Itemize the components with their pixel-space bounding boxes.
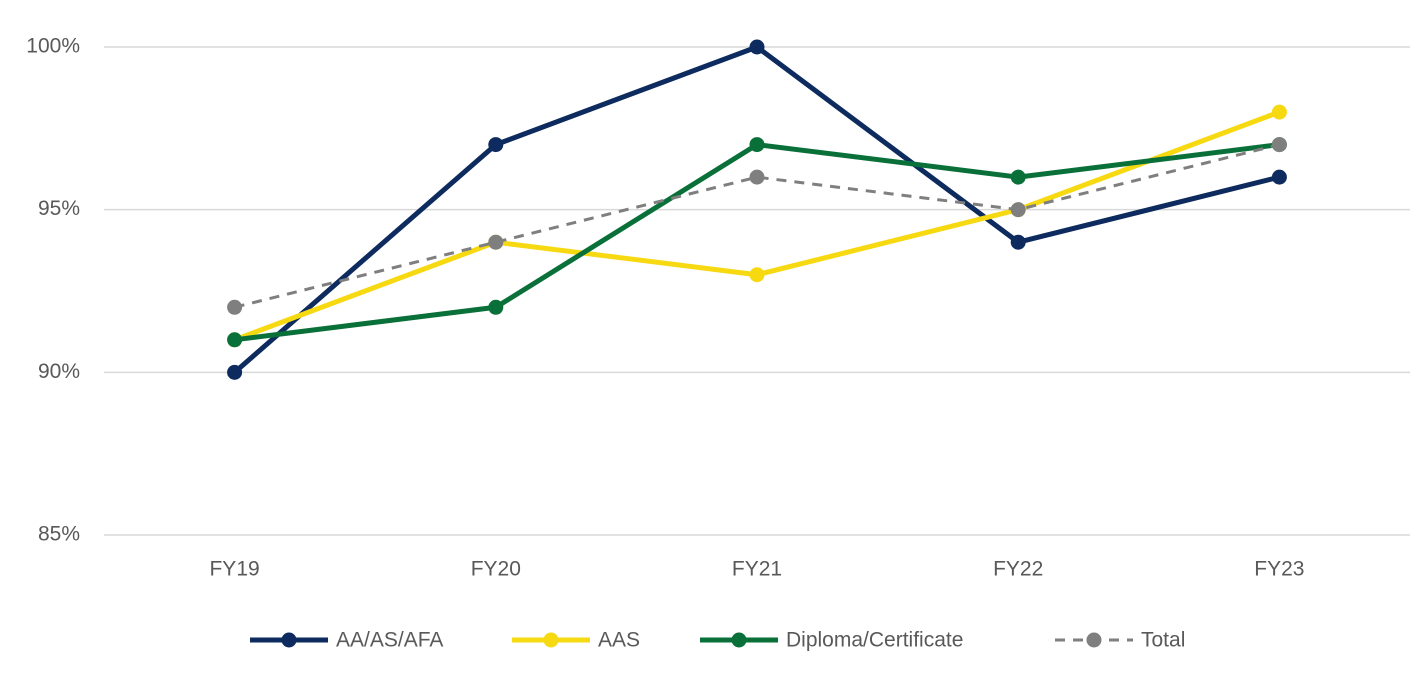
y-tick-label: 95%: [38, 197, 80, 220]
point: [1010, 234, 1026, 250]
x-tick-label: FY20: [471, 558, 521, 581]
x-tick-label: FY23: [1254, 558, 1304, 581]
point: [1271, 104, 1287, 120]
point: [749, 169, 765, 185]
point: [749, 39, 765, 55]
legend-marker: [1086, 632, 1102, 648]
point: [227, 332, 243, 348]
point: [488, 234, 504, 250]
point: [749, 267, 765, 283]
y-tick-label: 85%: [38, 523, 80, 546]
legend-label: AA/AS/AFA: [336, 629, 443, 652]
legend-marker: [281, 632, 297, 648]
series-line: [234, 143, 1280, 309]
point: [488, 137, 504, 153]
point: [488, 299, 504, 315]
x-tick-label: FY22: [993, 558, 1043, 581]
point: [1010, 169, 1026, 185]
point: [1010, 202, 1026, 218]
point: [1271, 137, 1287, 153]
point: [227, 299, 243, 315]
y-tick-label: 90%: [38, 360, 80, 383]
y-tick-label: 100%: [26, 35, 80, 58]
legend-marker: [543, 632, 559, 648]
point: [1271, 169, 1287, 185]
legend-label: Total: [1141, 629, 1185, 652]
x-tick-label: FY19: [209, 558, 259, 581]
legend-marker: [731, 632, 747, 648]
point: [749, 137, 765, 153]
x-tick-label: FY21: [732, 558, 782, 581]
point: [227, 364, 243, 380]
legend-label: AAS: [598, 629, 640, 652]
legend-label: Diploma/Certificate: [786, 629, 963, 652]
